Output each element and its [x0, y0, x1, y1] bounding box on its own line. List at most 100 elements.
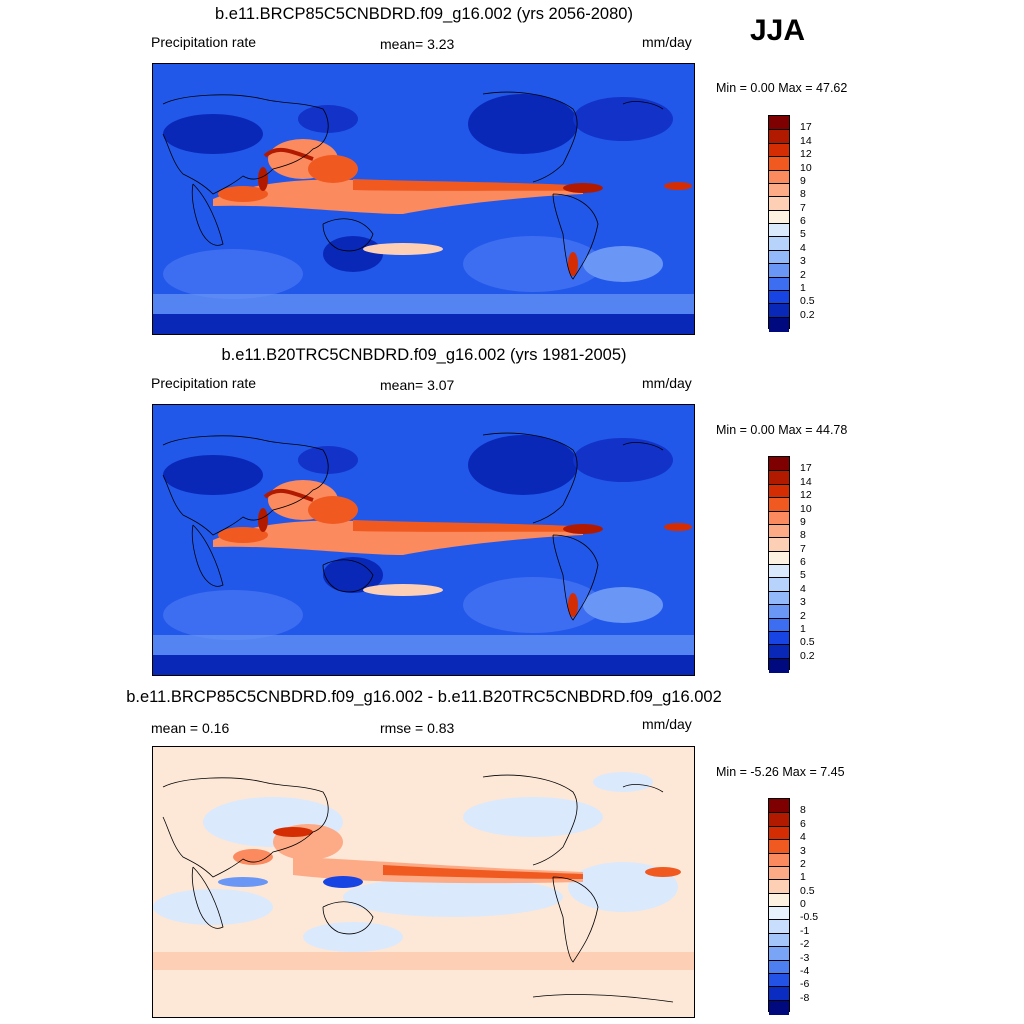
colorbar-swatch	[769, 577, 789, 593]
panel-3-rmse-label: rmse = 0.83	[380, 720, 455, 736]
colorbar-tick-label: 7	[800, 542, 806, 555]
colorbar-tick-label: 1	[800, 871, 806, 884]
colorbar-swatch	[769, 550, 789, 566]
colorbar-swatch	[769, 564, 789, 579]
colorbar-tick-label: 17	[800, 462, 812, 475]
colorbar-swatch	[769, 919, 789, 935]
colorbar-tick-label: 0.5	[800, 636, 815, 649]
colorbar-tick-label: 8	[800, 188, 806, 201]
panel-1-title: b.e11.BRCP85C5CNBDRD.f09_g16.002 (yrs 20…	[215, 5, 633, 23]
panel-1-minmax-label: Min = 0.00 Max = 47.62	[716, 81, 848, 95]
colorbar-tick-label: -0.5	[800, 911, 819, 924]
colorbar-swatch	[769, 236, 789, 252]
panel-2-minmax-label: Min = 0.00 Max = 44.78	[716, 423, 848, 437]
colorbar-swatch	[769, 999, 789, 1015]
colorbar-tick-label: 4	[800, 582, 806, 595]
colorbar-swatch	[769, 510, 789, 526]
colorbar-swatch	[769, 276, 789, 292]
colorbar-tick-label: 8	[800, 529, 806, 542]
colorbar-tick-label: 0.2	[800, 649, 815, 662]
panel-2-title: b.e11.B20TRC5CNBDRD.f09_g16.002 (yrs 198…	[221, 346, 627, 364]
colorbar-swatch	[769, 142, 789, 158]
colorbar-tick-label: 12	[800, 489, 812, 502]
colorbar-swatch	[769, 879, 789, 895]
colorbar-tick-label: -8	[800, 991, 810, 1004]
colorbar-tick-label: 3	[800, 255, 806, 268]
panel-3-colorbar	[768, 798, 790, 1015]
colorbar-swatch	[769, 892, 789, 908]
colorbar-swatch	[769, 156, 789, 171]
colorbar-tick-label: 10	[800, 161, 812, 174]
colorbar-swatch	[769, 209, 789, 225]
colorbar-tick-label: 4	[800, 831, 806, 844]
colorbar-swatch	[769, 644, 789, 660]
colorbar-swatch	[769, 497, 789, 512]
colorbar-swatch	[769, 303, 789, 319]
colorbar-tick-label: 5	[800, 228, 806, 241]
colorbar-swatch	[769, 169, 789, 185]
colorbar-tick-label: 1	[800, 281, 806, 294]
colorbar-tick-label: 2	[800, 609, 806, 622]
panel-1-map	[152, 63, 695, 335]
colorbar-swatch	[769, 852, 789, 868]
colorbar-tick-label: 2	[800, 857, 806, 870]
panel-3-mean-label: mean = 0.16	[151, 720, 230, 736]
colorbar-tick-label: 3	[800, 596, 806, 609]
colorbar-swatch	[769, 263, 789, 278]
colorbar-tick-label: 1	[800, 622, 806, 635]
colorbar-swatch	[769, 906, 789, 921]
colorbar-tick-label: 6	[800, 215, 806, 227]
colorbar-tick-label: 9	[800, 515, 806, 528]
colorbar-tick-label: 9	[800, 174, 806, 187]
colorbar-swatch	[769, 537, 789, 553]
panel-3-units-label: mm/day	[642, 716, 692, 732]
colorbar-tick-label: 8	[800, 804, 806, 817]
colorbar-tick-label: -3	[800, 951, 810, 964]
colorbar-swatch	[769, 116, 789, 130]
colorbar-swatch	[769, 470, 789, 486]
colorbar-tick-label: 2	[800, 268, 806, 281]
colorbar-tick-label: 5	[800, 569, 806, 582]
colorbar-swatch	[769, 657, 789, 673]
colorbar-tick-label: 0	[800, 898, 806, 910]
colorbar-swatch	[769, 799, 789, 813]
colorbar-swatch	[769, 839, 789, 854]
colorbar-tick-label: 10	[800, 502, 812, 515]
colorbar-swatch	[769, 249, 789, 265]
panel-2-map	[152, 404, 695, 676]
colorbar-swatch	[769, 630, 789, 646]
colorbar-swatch	[769, 604, 789, 619]
colorbar-swatch	[769, 289, 789, 305]
colorbar-swatch	[769, 825, 789, 841]
colorbar-swatch	[769, 812, 789, 828]
colorbar-tick-label: 3	[800, 844, 806, 857]
colorbar-swatch	[769, 196, 789, 212]
colorbar-tick-label: 0.2	[800, 308, 815, 321]
colorbar-swatch	[769, 457, 789, 471]
panel-2-units-label: mm/day	[642, 375, 692, 391]
colorbar-swatch	[769, 946, 789, 961]
colorbar-swatch	[769, 865, 789, 881]
panel-1-colorbar	[768, 115, 790, 332]
colorbar-tick-label: 6	[800, 817, 806, 830]
colorbar-swatch	[769, 959, 789, 975]
colorbar-tick-label: -2	[800, 938, 810, 951]
colorbar-tick-label: -4	[800, 964, 810, 977]
colorbar-swatch	[769, 972, 789, 988]
colorbar-swatch	[769, 617, 789, 633]
colorbar-tick-label: 0.5	[800, 295, 815, 308]
colorbar-swatch	[769, 316, 789, 332]
colorbar-tick-label: 17	[800, 121, 812, 134]
colorbar-swatch	[769, 182, 789, 198]
colorbar-swatch	[769, 932, 789, 948]
colorbar-tick-label: 14	[800, 134, 812, 147]
panel-3-title: b.e11.BRCP85C5CNBDRD.f09_g16.002 - b.e11…	[126, 688, 722, 706]
season-label: JJA	[750, 14, 806, 47]
panel-1-mean-label: mean= 3.23	[380, 36, 455, 52]
colorbar-tick-label: 12	[800, 148, 812, 161]
colorbar-swatch	[769, 483, 789, 499]
panel-2-colorbar	[768, 456, 790, 673]
panel-2-variable-label: Precipitation rate	[151, 375, 257, 391]
colorbar-swatch	[769, 523, 789, 539]
colorbar-tick-label: -6	[800, 978, 810, 991]
